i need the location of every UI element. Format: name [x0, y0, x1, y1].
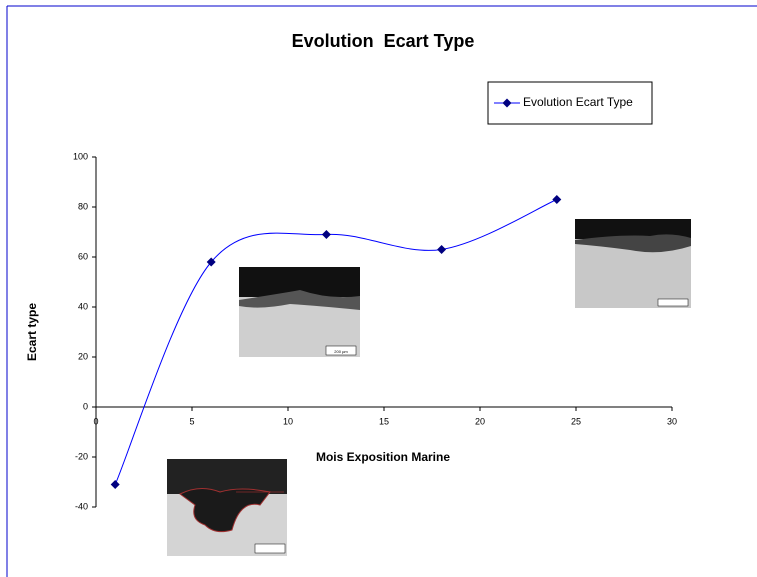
- y-tick-label: 60: [78, 251, 88, 261]
- inset-image: [575, 219, 691, 308]
- legend-label: Evolution Ecart Type: [523, 95, 633, 109]
- marker: [437, 245, 447, 254]
- chart-title: Evolution Ecart Type: [292, 31, 475, 51]
- y-tick-label: 20: [78, 351, 88, 361]
- series-line: [114, 199, 557, 485]
- y-tick-label: -40: [75, 501, 88, 511]
- marker: [206, 257, 216, 267]
- marker: [321, 230, 331, 239]
- x-tick-label: 20: [475, 416, 485, 426]
- y-tick-label: 0: [83, 401, 88, 411]
- y-tick-label: -20: [75, 451, 88, 461]
- x-tick-label: 30: [667, 416, 677, 426]
- x-tick-label: 25: [571, 416, 581, 426]
- scale-label: 200 µm: [334, 349, 348, 354]
- marker: [110, 480, 120, 489]
- marker: [552, 195, 562, 204]
- x-tick-label: 5: [189, 416, 194, 426]
- legend-marker: [502, 98, 512, 108]
- x-tick-label: 10: [283, 416, 293, 426]
- y-tick-label: 40: [78, 301, 88, 311]
- x-tick-label: 15: [379, 416, 389, 426]
- inset-image: [167, 459, 287, 556]
- x-axis-label: Mois Exposition Marine: [316, 450, 450, 464]
- y-tick-label: 100: [73, 151, 88, 161]
- y-axis-label: Ecart type: [25, 303, 39, 361]
- y-tick-label: 80: [78, 201, 88, 211]
- inset-image: 200 µm: [239, 267, 360, 357]
- x-tick-label: 0: [93, 416, 98, 426]
